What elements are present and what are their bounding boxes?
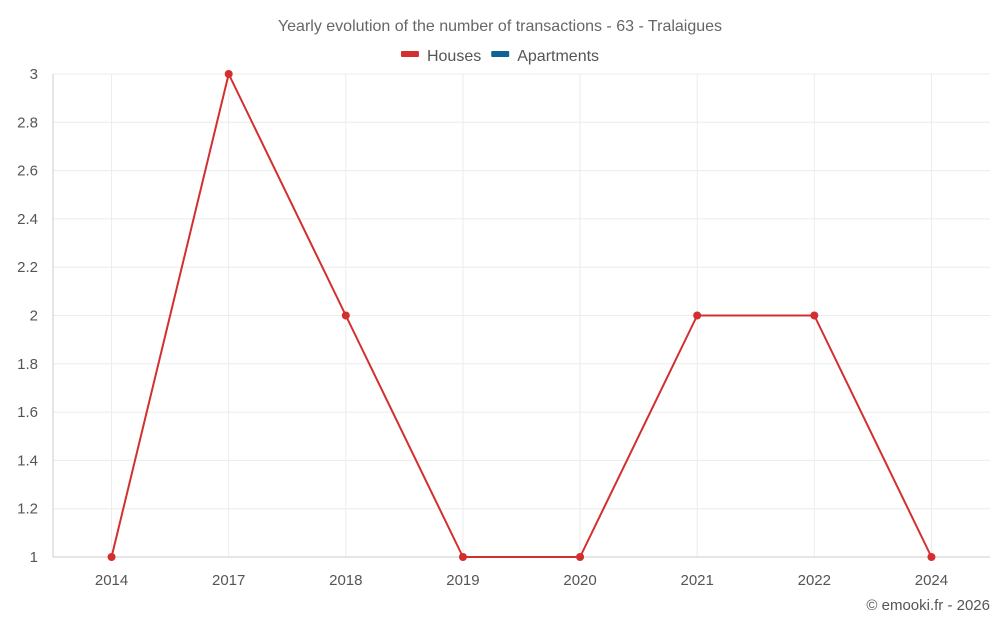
y-tick-label: 1.4	[17, 452, 38, 469]
y-tick-label: 1.6	[17, 404, 38, 421]
y-tick-label: 1	[30, 549, 38, 566]
chart-title: Yearly evolution of the number of transa…	[278, 18, 722, 35]
y-axis: 1 1.2 1.4 1.6 1.8 2 2.2 2.4 2.6 2.8 3	[17, 66, 38, 566]
y-tick-label: 3	[30, 66, 38, 83]
legend-item-houses[interactable]: Houses	[400, 48, 481, 65]
data-point[interactable]	[458, 553, 467, 561]
legend: Houses Apartments	[400, 48, 599, 65]
x-tick-label: 2018	[329, 572, 362, 589]
x-tick-label: 2014	[95, 572, 128, 589]
legend-swatch	[491, 51, 510, 57]
x-tick-label: 2024	[915, 572, 948, 589]
x-tick-label: 2020	[563, 572, 596, 589]
data-point[interactable]	[224, 70, 233, 78]
data-point[interactable]	[341, 311, 350, 320]
y-tick-label: 1.8	[17, 356, 38, 373]
data-point[interactable]	[693, 311, 702, 320]
legend-label: Houses	[427, 48, 481, 65]
x-tick-label: 2022	[798, 572, 831, 589]
y-tick-label: 2.4	[17, 211, 38, 228]
data-point[interactable]	[927, 553, 936, 561]
legend-swatch	[400, 51, 419, 57]
credit-text: © emooki.fr - 2026	[866, 597, 990, 614]
y-tick-label: 2.2	[17, 259, 38, 276]
legend-label: Apartments	[517, 48, 599, 65]
grid	[52, 73, 990, 558]
y-tick-label: 2.8	[17, 114, 38, 131]
data-point[interactable]	[810, 311, 819, 320]
y-tick-label: 1.2	[17, 501, 38, 518]
data-point[interactable]	[576, 553, 585, 561]
x-tick-label: 2021	[681, 572, 714, 589]
x-tick-label: 2019	[446, 572, 479, 589]
y-tick-label: 2	[30, 308, 38, 325]
legend-item-apartments[interactable]: Apartments	[491, 48, 599, 65]
x-tick-label: 2017	[212, 572, 245, 589]
series-line-houses	[110, 73, 933, 558]
series-layer	[107, 70, 936, 561]
x-axis: 2014 2017 2018 2019 2020 2021 2022 2024	[95, 572, 948, 589]
data-point[interactable]	[107, 553, 116, 561]
y-tick-label: 2.6	[17, 163, 38, 180]
